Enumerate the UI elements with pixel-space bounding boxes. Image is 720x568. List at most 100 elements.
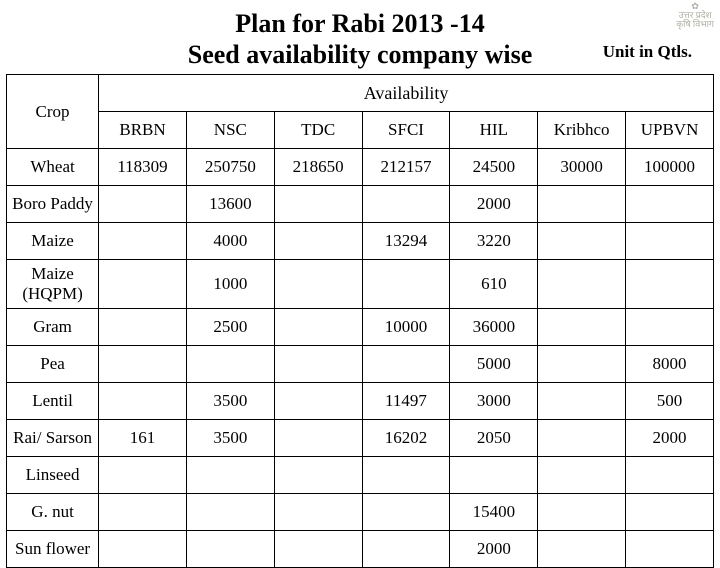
table-body: Wheat11830925075021865021215724500300001… [7, 149, 714, 568]
value-cell: 3500 [186, 420, 274, 457]
value-cell [362, 531, 450, 568]
value-cell: 24500 [450, 149, 538, 186]
value-cell [186, 457, 274, 494]
value-cell: 250750 [186, 149, 274, 186]
value-cell [538, 457, 626, 494]
value-cell [450, 457, 538, 494]
col-header: UPBVN [626, 112, 714, 149]
title-line-2: Seed availability company wise [188, 40, 533, 69]
table-row: Sun flower2000 [7, 531, 714, 568]
title-line-1: Plan for Rabi 2013 -14 [235, 9, 484, 38]
value-cell [626, 186, 714, 223]
value-cell: 212157 [362, 149, 450, 186]
value-cell [362, 260, 450, 309]
table-container: Crop Availability BRBN NSC TDC SFCI HIL … [0, 70, 720, 568]
crop-cell: Boro Paddy [7, 186, 99, 223]
col-header: Kribhco [538, 112, 626, 149]
value-cell: 610 [450, 260, 538, 309]
value-cell: 16202 [362, 420, 450, 457]
value-cell: 8000 [626, 346, 714, 383]
value-cell: 15400 [450, 494, 538, 531]
col-header-availability: Availability [99, 75, 714, 112]
col-header-crop: Crop [7, 75, 99, 149]
table-row: Wheat11830925075021865021215724500300001… [7, 149, 714, 186]
value-cell [538, 186, 626, 223]
value-cell: 30000 [538, 149, 626, 186]
value-cell [99, 309, 187, 346]
crop-cell: Maize [7, 223, 99, 260]
value-cell [626, 457, 714, 494]
value-cell: 10000 [362, 309, 450, 346]
value-cell [99, 186, 187, 223]
value-cell: 5000 [450, 346, 538, 383]
value-cell [99, 383, 187, 420]
crop-cell: Linseed [7, 457, 99, 494]
value-cell: 3000 [450, 383, 538, 420]
value-cell: 2000 [450, 531, 538, 568]
value-cell [538, 346, 626, 383]
value-cell [186, 531, 274, 568]
col-header: BRBN [99, 112, 187, 149]
value-cell [274, 531, 362, 568]
crop-cell: Pea [7, 346, 99, 383]
value-cell: 2500 [186, 309, 274, 346]
value-cell [626, 260, 714, 309]
value-cell: 3220 [450, 223, 538, 260]
crop-cell: Gram [7, 309, 99, 346]
value-cell [626, 309, 714, 346]
value-cell: 13294 [362, 223, 450, 260]
value-cell [274, 223, 362, 260]
table-row: Gram 2500 1000036000 [7, 309, 714, 346]
value-cell [362, 457, 450, 494]
value-cell [99, 346, 187, 383]
value-cell [538, 531, 626, 568]
col-header: NSC [186, 112, 274, 149]
value-cell [274, 260, 362, 309]
company-header-row: BRBN NSC TDC SFCI HIL Kribhco UPBVN [7, 112, 714, 149]
value-cell [274, 494, 362, 531]
unit-label: Unit in Qtls. [603, 42, 692, 62]
value-cell [626, 223, 714, 260]
value-cell [362, 186, 450, 223]
value-cell [99, 531, 187, 568]
value-cell: 36000 [450, 309, 538, 346]
value-cell: 1000 [186, 260, 274, 309]
value-cell [99, 260, 187, 309]
table-row: Maize 4000 132943220 [7, 223, 714, 260]
value-cell: 13600 [186, 186, 274, 223]
value-cell [538, 494, 626, 531]
value-cell: 218650 [274, 149, 362, 186]
value-cell [274, 420, 362, 457]
value-cell [362, 494, 450, 531]
value-cell [186, 346, 274, 383]
value-cell [538, 309, 626, 346]
value-cell: 4000 [186, 223, 274, 260]
crop-cell: G. nut [7, 494, 99, 531]
value-cell [538, 383, 626, 420]
value-cell: 2000 [626, 420, 714, 457]
value-cell: 100000 [626, 149, 714, 186]
value-cell [274, 383, 362, 420]
header: Plan for Rabi 2013 -14 Seed availability… [0, 0, 720, 70]
value-cell [186, 494, 274, 531]
value-cell: 118309 [99, 149, 187, 186]
col-header: HIL [450, 112, 538, 149]
col-header: TDC [274, 112, 362, 149]
table-row: Pea 5000 8000 [7, 346, 714, 383]
crop-cell: Maize (HQPM) [7, 260, 99, 309]
value-cell [274, 309, 362, 346]
table-row: Linseed [7, 457, 714, 494]
crop-cell: Wheat [7, 149, 99, 186]
value-cell: 3500 [186, 383, 274, 420]
value-cell [274, 346, 362, 383]
value-cell: 11497 [362, 383, 450, 420]
seed-availability-table: Crop Availability BRBN NSC TDC SFCI HIL … [6, 74, 714, 568]
table-row: Lentil3500114973000500 [7, 383, 714, 420]
value-cell: 2000 [450, 186, 538, 223]
value-cell [99, 223, 187, 260]
value-cell: 2050 [450, 420, 538, 457]
table-row: Rai/ Sarson16135001620220502000 [7, 420, 714, 457]
value-cell [99, 457, 187, 494]
value-cell [362, 346, 450, 383]
value-cell [538, 260, 626, 309]
